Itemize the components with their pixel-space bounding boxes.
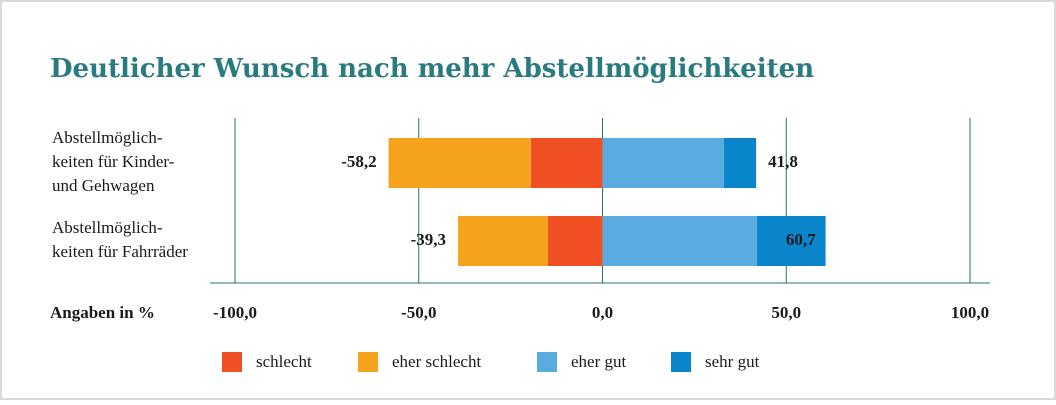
legend-swatch	[671, 352, 691, 372]
category-label: und Gehwagen	[52, 176, 155, 195]
legend-label: eher gut	[571, 352, 627, 371]
bar-segment	[602, 138, 724, 188]
category-label: keiten für Kinder-	[52, 152, 175, 171]
category-label: Abstellmöglich-	[52, 128, 163, 147]
bar-segment	[723, 138, 757, 188]
bar-segment	[458, 216, 548, 266]
chart-title: Deutlicher Wunsch nach mehr Abstellmögli…	[50, 54, 814, 84]
bar-segment	[388, 138, 531, 188]
total-label: -58,2	[341, 152, 376, 171]
x-tick-label: 50,0	[771, 303, 801, 322]
bar-segment	[756, 216, 826, 266]
x-tick-label: -100,0	[213, 303, 257, 322]
legend-swatch	[537, 352, 557, 372]
category-label: Abstellmöglich-	[52, 218, 163, 237]
total-label: 60,7	[786, 230, 816, 249]
x-tick-label: 0,0	[592, 303, 613, 322]
x-tick-label: -50,0	[401, 303, 436, 322]
total-label: 41,8	[768, 152, 798, 171]
category-label: keiten für Fahrräder	[52, 242, 188, 261]
bar-segment	[547, 216, 603, 266]
x-tick-label: 100,0	[951, 303, 989, 322]
x-axis-label: Angaben in %	[50, 303, 155, 322]
legend-swatch	[358, 352, 378, 372]
legend-swatch	[222, 352, 242, 372]
legend-label: schlecht	[256, 352, 312, 371]
total-label: -39,3	[411, 230, 446, 249]
bar-segment	[602, 216, 757, 266]
legend-label: sehr gut	[705, 352, 760, 371]
legend-label: eher schlecht	[392, 352, 481, 371]
bar-segment	[530, 138, 603, 188]
